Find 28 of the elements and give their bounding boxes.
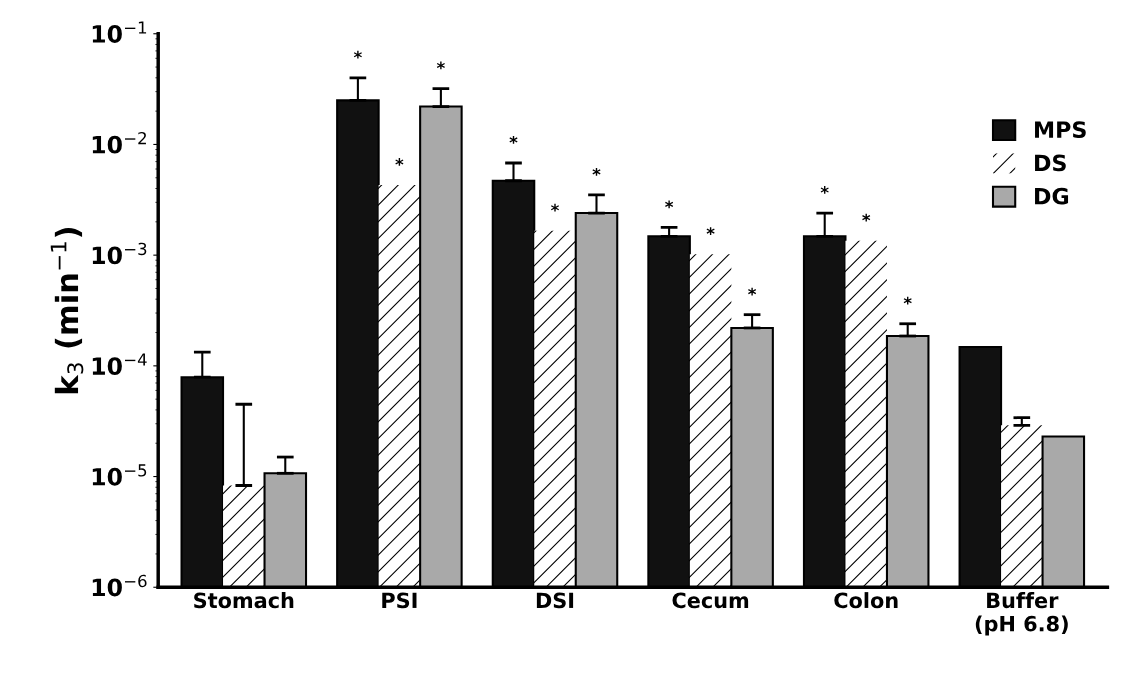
data-label: * [706,227,715,235]
data-label: * [436,61,445,70]
y-tick-label: 10$^{−6}$ [92,574,147,597]
x-tick-label: PSI [382,592,417,609]
x-tick-label: Buffer (pH 6.8) [975,592,1068,636]
data-label: * [550,203,560,212]
y-tick-label: 10$^{−3}$ [92,242,147,265]
data-label: * [592,167,601,176]
x-tick-label: DSI [536,592,574,609]
y-tick-label: 10$^{−2}$ [92,131,146,154]
legend-label: DS [1035,154,1066,172]
data-label: * [509,136,518,144]
data-label: * [903,296,912,305]
y-tick-label: 10$^{−1}$ [92,21,147,43]
legend-label: MPS [1035,121,1086,139]
data-label: * [353,50,362,59]
y-tick-label: 10$^{−5}$ [92,464,147,486]
x-tick-label: Colon [834,592,898,609]
x-tick-label: Cecum [672,592,749,609]
data-label: * [820,186,829,194]
data-label: * [665,200,674,209]
x-tick-label: Stomach [194,592,294,609]
y-axis-title: k$_{3}$ (min$^{−1}$) [50,228,84,394]
data-label: * [395,158,404,166]
y-tick-label: 10$^{−4}$ [92,353,147,375]
data-label: * [748,287,757,296]
data-label: * [862,213,871,222]
legend-label: DG [1035,187,1069,205]
